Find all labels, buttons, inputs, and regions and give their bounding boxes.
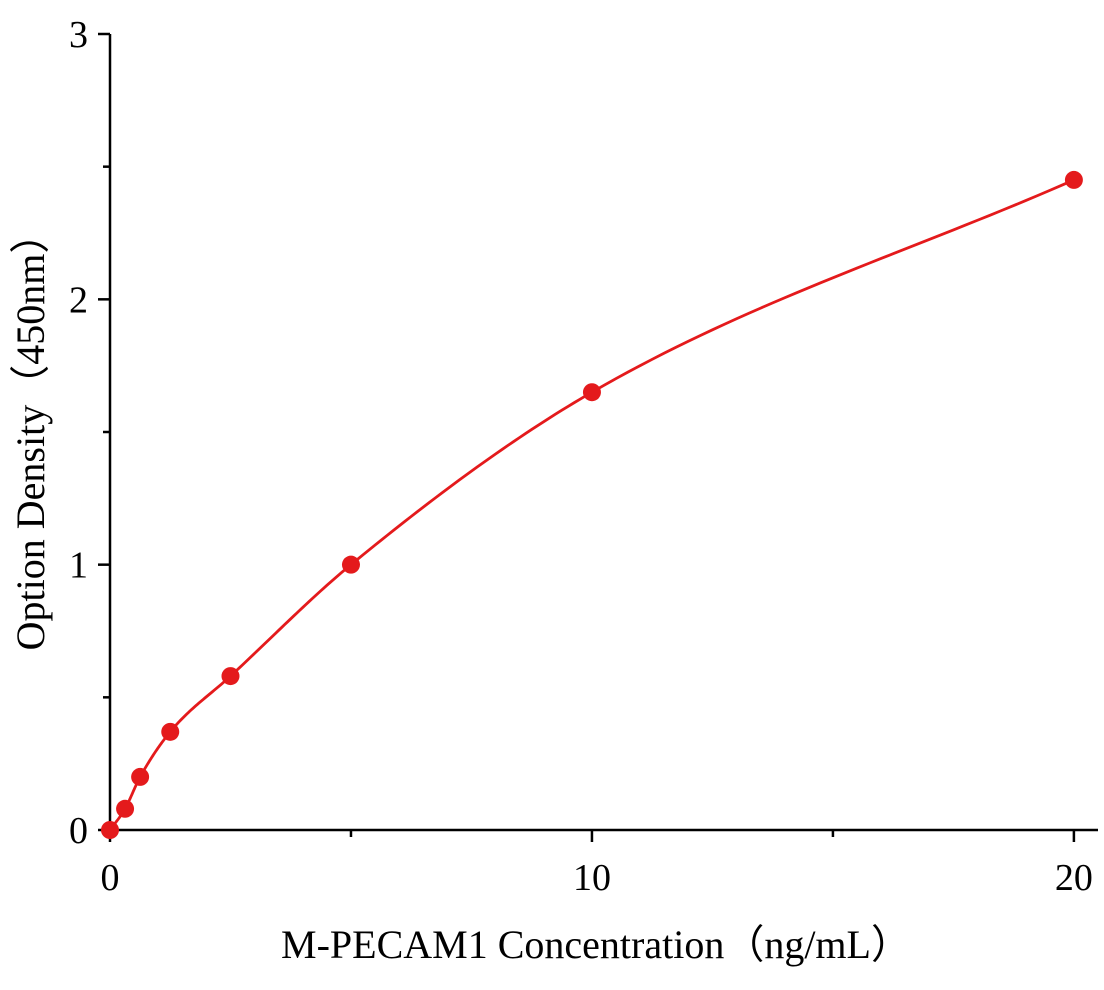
- x-tick-label: 10: [573, 857, 611, 899]
- x-tick-label: 0: [101, 857, 120, 899]
- axes: [108, 34, 1098, 832]
- y-tick-label: 1: [69, 545, 88, 587]
- data-point: [101, 821, 119, 839]
- data-point: [131, 767, 150, 786]
- tick-labels: 0 10 20 0 1 2 3: [69, 14, 1093, 899]
- fit-curve: [108, 178, 1075, 831]
- data-point: [161, 722, 180, 741]
- x-tick-label: 20: [1055, 857, 1093, 899]
- data-point: [116, 799, 135, 818]
- ticks: [98, 32, 1076, 842]
- data-point: [341, 555, 360, 574]
- y-axis-title: Option Density（450nm）: [8, 214, 53, 651]
- y-tick-label: 2: [69, 279, 88, 321]
- y-tick-label: 3: [69, 14, 88, 56]
- x-axis-title: M-PECAM1 Concentration（ng/mL）: [281, 922, 911, 967]
- data-point: [582, 383, 601, 402]
- data-point: [221, 667, 240, 686]
- data-point: [1064, 170, 1083, 189]
- y-tick-label: 0: [69, 810, 88, 852]
- data-points: [101, 170, 1083, 839]
